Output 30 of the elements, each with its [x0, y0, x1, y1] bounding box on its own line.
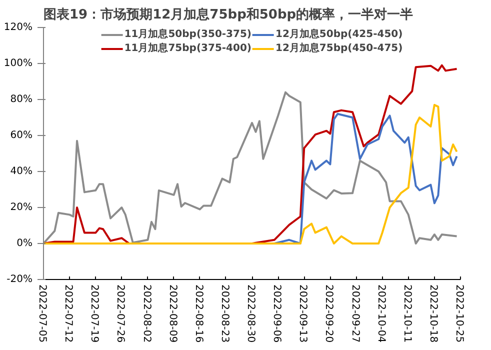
y-tick-label: 80%	[10, 94, 33, 105]
y-tick-label: 0%	[16, 238, 33, 249]
y-tick-label: -20%	[6, 274, 33, 285]
y-tick-label: 60%	[10, 130, 33, 141]
legend-label: 11月加息75bp(375-400)	[124, 42, 252, 55]
y-tick-label: 120%	[4, 22, 33, 33]
x-tick-label: 2022-10-18	[427, 284, 438, 343]
x-tick-label: 2022-09-27	[349, 284, 360, 343]
x-tick-label: 2022-07-05	[36, 284, 48, 343]
x-tick-label: 2022-07-26	[114, 284, 126, 343]
x-tick-label: 2022-10-04	[375, 284, 386, 343]
legend-label: 11月加息50bp(350-375)	[124, 28, 252, 41]
x-tick-label: 2022-09-13	[297, 284, 308, 343]
legend-label: 12月加息75bp(450-475)	[276, 42, 403, 55]
x-tick-label: 2022-09-20	[323, 284, 334, 343]
x-tick-label: 2022-08-09	[166, 284, 178, 343]
y-tick-label: 100%	[4, 58, 33, 69]
x-tick-label: 2022-08-02	[140, 284, 152, 343]
chart-title: 图表19：市场预期12月加息75bp和50bp的概率，一半对一半	[44, 6, 414, 22]
x-tick-label: 2022-08-30	[245, 284, 256, 343]
y-tick-label: 20%	[10, 202, 33, 213]
x-tick-label: 2022-10-25	[454, 284, 464, 343]
x-tick-label: 2022-08-23	[218, 284, 230, 343]
x-tick-label: 2022-08-16	[192, 284, 204, 343]
y-tick-label: 40%	[10, 166, 33, 177]
x-tick-label: 2022-07-12	[62, 284, 74, 343]
legend-label: 12月加息50bp(425-450)	[276, 28, 403, 41]
x-tick-label: 2022-10-11	[401, 284, 412, 343]
x-tick-label: 2022-09-06	[271, 284, 282, 343]
x-tick-label: 2022-07-19	[88, 284, 100, 343]
